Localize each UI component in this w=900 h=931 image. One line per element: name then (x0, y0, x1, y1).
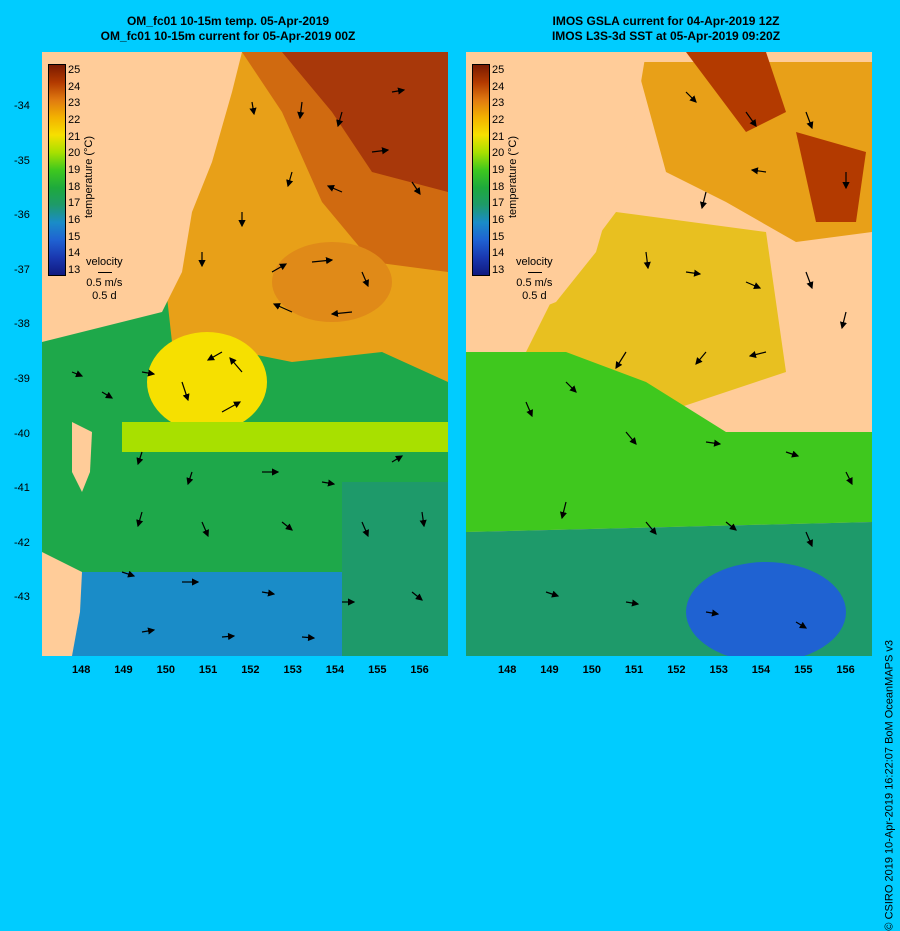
mainland-right (466, 52, 646, 332)
left-panel-title: OM_fc01 10-15m temp. 05-Apr-2019 OM_fc01… (18, 14, 438, 44)
right-title-line1: IMOS GSLA current for 04-Apr-2019 12Z (552, 14, 780, 28)
colorbar-tick: 20 (68, 147, 81, 160)
right-colorbar-ramp (472, 64, 490, 276)
colorbar-tick: 17 (68, 197, 81, 210)
longitude-label: 152 (241, 664, 260, 676)
velocity-speed: 0.5 m/s (516, 277, 553, 289)
latitude-label: -40 (14, 427, 30, 440)
longitude-label: 153 (283, 664, 302, 676)
colorbar-tick: 13 (68, 264, 81, 276)
latitude-label: -38 (14, 318, 30, 331)
longitude-label: 156 (836, 664, 855, 676)
longitude-label: 154 (751, 664, 771, 676)
sst-hot-patch (796, 132, 866, 222)
gsla-vectors (525, 91, 853, 629)
velocity-duration: 0.5 d (92, 290, 117, 302)
right-map (466, 52, 872, 656)
colorbar-tick: 18 (68, 180, 81, 193)
longitude-label: 153 (709, 664, 728, 676)
current-vectors (71, 87, 427, 642)
velocity-duration: 0.5 d (522, 290, 547, 302)
credit-text: © CSIRO 2019 10-Apr-2019 16:22:07 BoM Oc… (884, 640, 896, 931)
latitude-label: -39 (14, 373, 30, 385)
longitude-label: 155 (794, 664, 813, 676)
right-velocity-legend: velocity 0.5 m/s 0.5 d (516, 256, 553, 303)
colorbar-tick: 23 (492, 97, 505, 110)
right-colorbar-label: temperature (°C) (507, 135, 519, 218)
colorbar-tick: 13 (492, 264, 505, 276)
latitude-label: -34 (14, 100, 30, 112)
front-band (122, 422, 448, 452)
longitude-label: 149 (114, 664, 133, 676)
colorbar-tick: 15 (68, 230, 81, 243)
longitude-label: 148 (72, 664, 91, 676)
sst-hot-streak (686, 52, 786, 132)
colorbar-tick: 21 (492, 130, 505, 143)
velocity-title: velocity (86, 256, 123, 268)
colorbar-tick: 17 (492, 197, 505, 210)
velocity-title: velocity (516, 256, 553, 268)
colorbar-tick: 22 (68, 114, 81, 126)
colorbar-tick: 18 (492, 180, 505, 193)
latitude-label: -36 (14, 209, 30, 222)
colorbar-tick: 22 (492, 114, 505, 126)
longitude-label: 156 (410, 664, 429, 676)
right-panel-title: IMOS GSLA current for 04-Apr-2019 12Z IM… (456, 14, 876, 44)
colorbar-tick: 16 (68, 214, 81, 226)
left-velocity-legend: velocity 0.5 m/s 0.5 d (86, 256, 123, 303)
longitude-label: 155 (368, 664, 387, 676)
longitude-label: 148 (498, 664, 517, 676)
eddy-cold-core (147, 332, 267, 432)
latitude-label: -35 (14, 154, 30, 167)
longitude-label: 154 (325, 664, 345, 676)
sea-hot-core (282, 52, 448, 192)
colorbar-tick: 24 (492, 80, 505, 93)
velocity-speed: 0.5 m/s (86, 277, 123, 289)
latitude-label: -41 (14, 482, 30, 495)
sea-southeast (342, 482, 448, 656)
longitude-label: 150 (582, 664, 601, 676)
longitude-label: 150 (156, 664, 175, 676)
longitude-label: 152 (667, 664, 686, 676)
colorbar-tick: 20 (492, 147, 505, 160)
longitude-label: 149 (540, 664, 559, 676)
colorbar-tick: 16 (492, 214, 505, 226)
sst-green-band (466, 352, 872, 532)
eddy-warm (272, 242, 392, 322)
mainland (42, 52, 242, 342)
longitude-label: 151 (198, 664, 218, 676)
left-map-svg (42, 52, 448, 656)
flinders-island (72, 422, 92, 492)
colorbar-tick: 15 (492, 230, 505, 243)
left-colorbar-label: temperature (°C) (83, 135, 95, 218)
left-colorbar-ramp (48, 64, 66, 276)
latitude-label: -37 (14, 263, 30, 276)
colorbar-tick: 19 (68, 164, 81, 176)
left-map (42, 52, 448, 656)
longitude-label: 151 (624, 664, 644, 676)
velocity-arrow (86, 269, 123, 277)
colorbar-tick: 24 (68, 80, 81, 93)
colorbar-tick: 25 (492, 64, 505, 76)
colorbar-tick: 21 (68, 130, 81, 143)
colorbar-tick: 14 (68, 247, 81, 260)
left-title-line1: OM_fc01 10-15m temp. 05-Apr-2019 (126, 14, 330, 28)
sst-cold-pool (686, 562, 846, 656)
latitude-label: -43 (14, 591, 30, 604)
tasmania (42, 552, 82, 656)
colorbar-tick: 25 (68, 64, 81, 76)
colorbar-tick: 14 (492, 247, 505, 260)
latitude-label: -42 (14, 536, 30, 549)
right-map-svg (466, 52, 872, 656)
right-title-line2: IMOS L3S-3d SST at 05-Apr-2019 09:20Z (551, 29, 781, 43)
velocity-arrow (516, 269, 553, 277)
left-title-line2: OM_fc01 10-15m current for 05-Apr-2019 0… (100, 29, 356, 43)
colorbar-tick: 19 (492, 164, 505, 176)
colorbar-tick: 23 (68, 97, 81, 110)
